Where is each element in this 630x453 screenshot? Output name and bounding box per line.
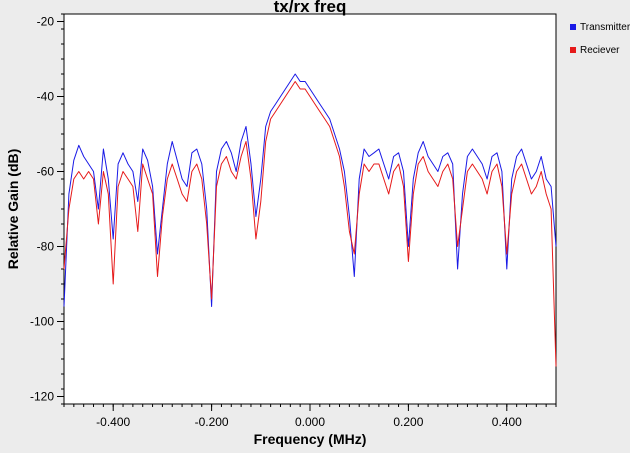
x-tick-label: 0.400 xyxy=(492,415,522,429)
y-tick-label: -20 xyxy=(37,15,55,29)
series-line-reciever xyxy=(63,81,557,367)
legend-label-reciever: Reciever xyxy=(580,45,620,56)
y-tick-label: -100 xyxy=(30,315,54,329)
plot-area xyxy=(63,13,557,405)
y-tick-label: -80 xyxy=(37,240,55,254)
x-tick-label: 0.200 xyxy=(393,415,423,429)
legend-swatch-reciever xyxy=(570,47,576,53)
x-tick-label: 0.000 xyxy=(295,415,325,429)
legend: Transmitter Reciever xyxy=(570,22,630,56)
legend-swatch-transmitter xyxy=(570,24,576,30)
y-tick-label: -60 xyxy=(37,165,55,179)
x-tick-label: -0.400 xyxy=(96,415,130,429)
x-tick-label: -0.200 xyxy=(195,415,229,429)
chart-title: tx/rx freq xyxy=(274,0,347,16)
y-tick-label: -40 xyxy=(37,90,55,104)
y-axis-ticks: -20 -40 -60 -80 -100 -120 xyxy=(30,13,64,405)
series-line-transmitter xyxy=(63,73,557,307)
y-tick-label: -120 xyxy=(30,390,54,404)
x-axis-ticks: -0.400 -0.200 0.000 0.200 0.400 xyxy=(63,404,557,429)
series-lines xyxy=(63,73,557,367)
x-axis-label: Frequency (MHz) xyxy=(254,431,367,447)
y-axis-label: Relative Gain (dB) xyxy=(5,149,21,270)
legend-label-transmitter: Transmitter xyxy=(580,22,630,33)
